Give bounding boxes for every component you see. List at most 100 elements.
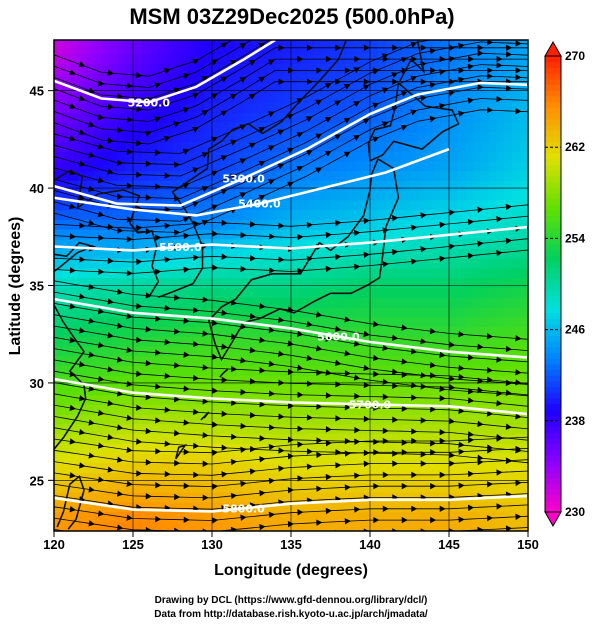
temperature-cell: [259, 267, 268, 279]
temperature-cell: [243, 102, 253, 113]
wind-arrow: [239, 43, 247, 49]
wind-arrow: [316, 67, 323, 74]
temperature-cell: [377, 190, 387, 201]
temperature-cell: [401, 384, 411, 396]
temperature-cell: [512, 414, 521, 425]
temperature-cell: [354, 190, 363, 201]
temperature-cell: [409, 511, 418, 522]
temperature-cell: [520, 151, 528, 162]
colorbar-swatch: [545, 56, 561, 63]
wind-arrow: [325, 335, 332, 342]
temperature-cell: [164, 180, 174, 191]
temperature-cell: [338, 521, 347, 531]
temperature-cell: [164, 160, 174, 172]
wind-arrow: [267, 145, 275, 152]
temperature-cell: [283, 345, 292, 357]
temperature-cell: [212, 365, 221, 376]
temperature-cell: [93, 40, 102, 45]
wind-arrow: [467, 97, 475, 104]
temperature-cell: [346, 345, 355, 357]
temperature-cell: [377, 521, 387, 531]
temperature-cell: [370, 151, 379, 162]
temperature-cell: [204, 199, 213, 211]
grid-lines: [54, 40, 528, 531]
wind-arrow: [212, 264, 219, 271]
temperature-cell: [164, 375, 174, 386]
temperature-cell: [267, 482, 276, 493]
temperature-cell: [219, 511, 229, 522]
temperature-cell: [306, 336, 316, 347]
temperature-cell: [520, 394, 528, 405]
wind-arrow: [373, 449, 380, 456]
temperature-cell: [109, 345, 118, 357]
temperature-cell: [314, 394, 324, 405]
temperature-cell: [362, 63, 371, 74]
wind-arrow: [183, 385, 190, 392]
wind-arrow: [296, 364, 304, 371]
temperature-cell: [77, 277, 87, 289]
temperature-cell: [259, 414, 268, 425]
temperature-cell: [101, 180, 110, 191]
temperature-cell: [77, 121, 87, 133]
temperature-cell: [140, 492, 150, 503]
temperature-cell: [322, 248, 332, 259]
temperature-cell: [425, 394, 434, 405]
temperature-cell: [330, 492, 339, 503]
temperature-cell: [377, 287, 387, 298]
temperature-cell: [385, 394, 395, 405]
temperature-cell: [196, 277, 205, 289]
temperature-cell: [61, 170, 71, 181]
temperature-cell: [370, 180, 379, 191]
temperature-cell: [61, 472, 71, 483]
temperature-cell: [512, 43, 521, 55]
wind-arrow: [164, 304, 171, 312]
temperature-cell: [125, 63, 134, 74]
wind-arrow: [78, 428, 86, 436]
temperature-cell: [227, 287, 237, 298]
wind-arrow: [126, 514, 133, 521]
temperature-cell: [449, 287, 458, 298]
temperature-cell: [425, 521, 434, 531]
temperature-cell: [235, 43, 245, 55]
temperature-cell: [409, 43, 418, 55]
temperature-cell: [409, 63, 418, 74]
temperature-cell: [425, 82, 434, 94]
temperature-cell: [219, 82, 229, 94]
temperature-cell: [480, 355, 490, 366]
temperature-cell: [109, 336, 118, 347]
temperature-cell: [488, 92, 497, 103]
colorbar-swatch: [545, 318, 561, 325]
temperature-cell: [267, 472, 276, 483]
temperature-cell: [54, 73, 63, 84]
temperature-cell: [125, 433, 134, 444]
temperature-cell: [148, 472, 158, 483]
temperature-cell: [306, 345, 316, 357]
temperature-cell: [148, 63, 158, 74]
temperature-cell: [109, 228, 118, 240]
temperature-cell: [212, 219, 221, 230]
wind-arrow: [354, 426, 361, 434]
wind-arrow: [335, 449, 342, 456]
temperature-cell: [314, 511, 324, 522]
temperature-cell: [259, 141, 268, 152]
temperature-cell: [93, 258, 102, 269]
temperature-cell: [196, 326, 205, 337]
temperature-cell: [93, 151, 102, 162]
temperature-cell: [243, 433, 253, 444]
temperature-cell: [54, 151, 63, 162]
temperature-cell: [219, 404, 229, 415]
temperature-cell: [117, 170, 126, 181]
temperature-cell: [322, 287, 332, 298]
temperature-cell: [496, 472, 505, 483]
temperature-cell: [401, 277, 411, 289]
colorbar-swatch: [545, 192, 561, 199]
temperature-cell: [520, 355, 528, 366]
temperature-cell: [488, 384, 497, 396]
temperature-cell: [425, 199, 434, 211]
temperature-cell: [441, 160, 450, 172]
wind-arrow: [477, 526, 484, 531]
wind-arrow: [69, 506, 76, 513]
temperature-cell: [77, 258, 87, 269]
temperature-cell: [441, 121, 450, 133]
temperature-cell: [77, 355, 87, 366]
